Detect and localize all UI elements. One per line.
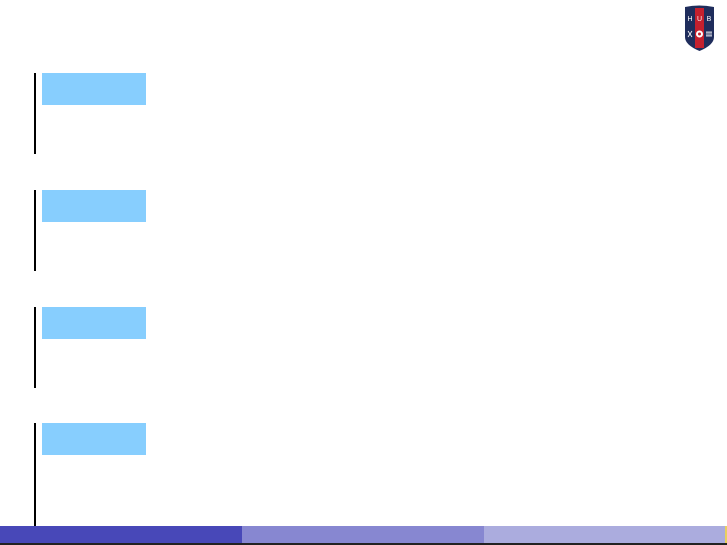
- footer-right: [484, 526, 726, 543]
- svg-text:H: H: [687, 16, 692, 23]
- university-logo: H U B: [685, 5, 714, 51]
- block-2-rule: [34, 190, 36, 271]
- block-4-header: [42, 423, 146, 455]
- block-2-header: [42, 190, 146, 222]
- footer-baseline: [0, 543, 727, 545]
- footer-edge: [725, 526, 727, 543]
- block-1-rule: [34, 73, 36, 154]
- svg-text:U: U: [697, 16, 702, 23]
- footer-left: [0, 526, 242, 543]
- block-3-rule: [34, 307, 36, 388]
- block-3-header: [42, 307, 146, 339]
- footer-middle: [242, 526, 484, 543]
- block-4-rule: [34, 423, 36, 526]
- block-1-header: [42, 73, 146, 105]
- svg-text:B: B: [707, 16, 712, 23]
